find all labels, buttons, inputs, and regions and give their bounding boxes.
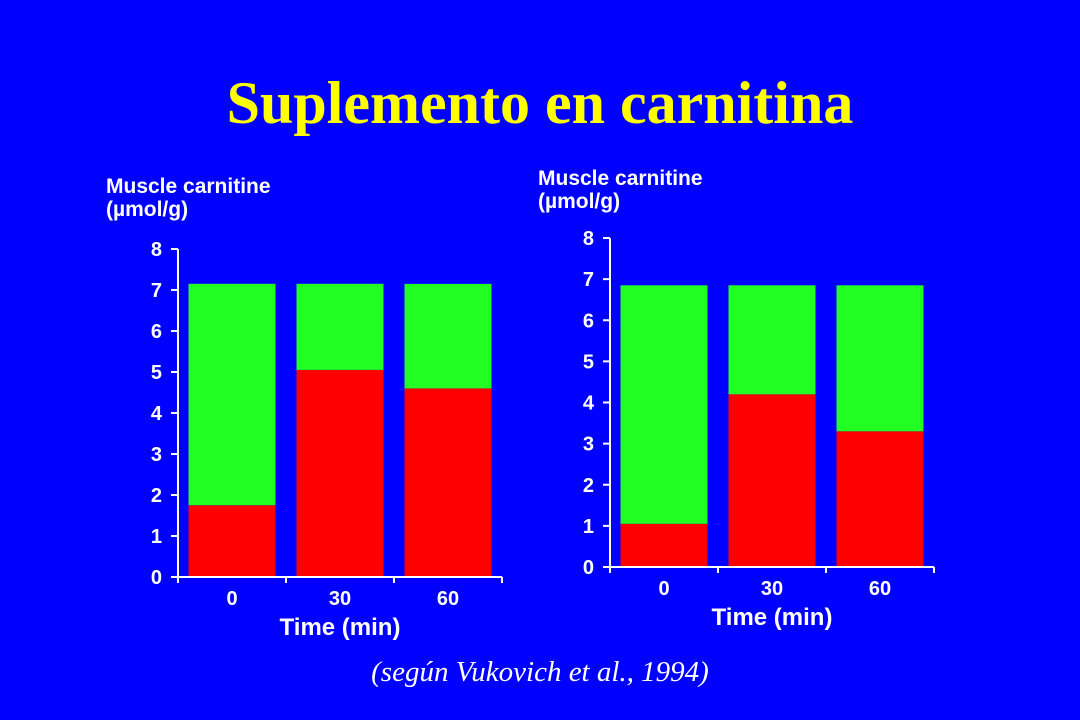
- chart-1-bar-30-segment-1: [296, 370, 384, 577]
- chart-1-bar-60-segment-2: [404, 283, 492, 389]
- chart-2-bar-30-segment-2: [728, 285, 816, 395]
- chart-2-xtick-label-60: 60: [869, 578, 891, 600]
- chart-1-ytick-label-6: 6: [151, 321, 162, 343]
- chart-2-xtick-label-30: 30: [761, 578, 783, 600]
- chart-1-bar-60-segment-1: [404, 388, 492, 577]
- chart-2-ytick-label-1: 1: [583, 516, 594, 538]
- chart-1-ylabel-line2: (µmol/g): [106, 198, 189, 221]
- chart-2-ytick-label-6: 6: [583, 310, 594, 332]
- chart-2-ytick-label-3: 3: [583, 434, 594, 456]
- chart-2-ytick-label-4: 4: [583, 393, 595, 415]
- chart-1-bar-30-segment-2: [296, 283, 384, 370]
- chart-1-ytick-label-0: 0: [151, 567, 162, 589]
- chart-2-bar-60-segment-2: [836, 285, 924, 432]
- chart-2-ylabel-line2: (µmol/g): [538, 190, 621, 213]
- chart-1-ytick-label-4: 4: [151, 403, 163, 425]
- chart-1-ytick-label-3: 3: [151, 444, 162, 466]
- chart-1-ytick-label-2: 2: [151, 485, 162, 507]
- citation: (según Vukovich et al., 1994): [371, 656, 709, 688]
- chart-1-xtick-label-60: 60: [437, 588, 459, 610]
- chart-1-xlabel: Time (min): [280, 614, 401, 641]
- chart-1-ylabel-line1: Muscle carnitine: [106, 175, 271, 198]
- chart-2-ylabel: Muscle carnitine (µmol/g): [538, 167, 703, 213]
- slide-title: Suplemento en carnitina: [226, 70, 854, 136]
- chart-1-ytick-label-8: 8: [151, 239, 162, 261]
- chart-1-xtick-label-0: 0: [226, 588, 237, 610]
- chart-2-ylabel-line1: Muscle carnitine: [538, 167, 703, 190]
- chart-1-bar-0-segment-1: [188, 505, 276, 578]
- chart-2-xlabel: Time (min): [712, 604, 833, 631]
- chart-1-bar-0-segment-2: [188, 283, 276, 506]
- chart-2-ytick-label-7: 7: [583, 269, 594, 291]
- chart-2-bar-0-segment-1: [620, 523, 708, 567]
- chart-1-ytick-label-1: 1: [151, 526, 162, 548]
- chart-1-ylabel: Muscle carnitine (µmol/g): [106, 175, 271, 221]
- chart-2-bar-30-segment-1: [728, 394, 816, 567]
- chart-2-bar-60-segment-1: [836, 431, 924, 567]
- chart-2-ytick-label-8: 8: [583, 228, 594, 250]
- chart-2-ytick-label-0: 0: [583, 557, 594, 579]
- chart-2-bar-0-segment-2: [620, 285, 708, 524]
- chart-2-ytick-label-5: 5: [583, 351, 594, 373]
- chart-1-xtick-label-30: 30: [329, 588, 351, 610]
- chart-2-ytick-label-2: 2: [583, 475, 594, 497]
- chart-1-ytick-label-5: 5: [151, 362, 162, 384]
- chart-2-xtick-label-0: 0: [658, 578, 669, 600]
- chart-1-ytick-label-7: 7: [151, 280, 162, 302]
